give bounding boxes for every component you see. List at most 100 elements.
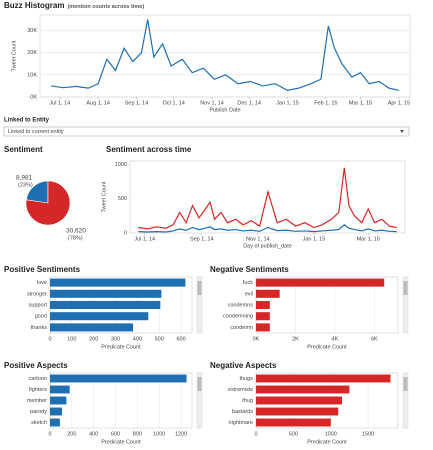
category-label: thanks: [31, 325, 47, 331]
category-label: extremists: [228, 387, 253, 393]
category-label: cartoon: [29, 376, 47, 382]
x-tick-label: Oct 1, 14: [162, 100, 184, 106]
bar: [50, 300, 161, 310]
scrollbar[interactable]: [196, 276, 203, 334]
dropdown-value: Linked to current entity: [8, 129, 64, 135]
x-tick-label: 0: [48, 431, 51, 437]
pie-slice: [25, 180, 49, 204]
x-axis-label: Predicate Count: [307, 439, 347, 445]
x-tick-label: Nov 1, 14: [246, 236, 270, 242]
x-tick-label: 1500: [362, 431, 374, 437]
x-tick-label: 0K: [253, 336, 260, 342]
chart-title: Sentiment across time: [106, 145, 192, 154]
control-label: Linked to Entity: [4, 118, 50, 124]
bar: [256, 418, 331, 427]
x-tick-label: Nov 1, 14: [200, 100, 224, 106]
y-tick-label: 20K: [27, 50, 37, 56]
x-tick-label: 600: [111, 431, 120, 437]
x-tick-label: 4K: [332, 336, 339, 342]
category-label: bastards: [232, 409, 253, 415]
x-axis-label: Day of publish_date: [243, 243, 292, 249]
x-tick-label: 300: [111, 336, 120, 342]
pie-value-label: 30,620: [66, 228, 86, 235]
x-tick-label: Jul 1, 14: [49, 100, 70, 106]
x-tick-label: Feb 1, 15: [314, 100, 337, 106]
x-axis-label: Predicate Count: [101, 439, 141, 445]
bar: [50, 396, 67, 405]
category-label: fuck: [243, 280, 253, 286]
x-tick-label: 200: [89, 336, 98, 342]
bar: [50, 407, 63, 416]
bar: [50, 289, 162, 298]
bar: [256, 289, 280, 298]
plot-area: [129, 160, 406, 234]
x-tick-label: 600: [176, 336, 185, 342]
category-label: love: [37, 280, 47, 286]
category-label: condemning: [223, 314, 253, 320]
scrollbar[interactable]: [402, 276, 409, 334]
scrollbar-thumb: [197, 281, 202, 295]
x-tick-label: Sep 1, 14: [190, 236, 214, 242]
bar: [256, 300, 270, 310]
scrollbar[interactable]: [402, 372, 409, 429]
category-label: nightmare: [229, 420, 253, 426]
category-label: thugs: [240, 376, 254, 382]
y-axis-label: Tweet Count: [11, 40, 17, 71]
x-tick-label: 800: [133, 431, 142, 437]
scrollbar-thumb: [403, 377, 408, 391]
dropdown-arrow: [400, 130, 404, 133]
category-label: evil: [245, 291, 253, 297]
x-tick-label: 500: [155, 336, 164, 342]
x-axis-label: Publish Date: [209, 107, 240, 113]
category-label: thug: [242, 398, 253, 404]
category-label: support: [29, 302, 48, 308]
bar: [256, 385, 350, 394]
bar: [256, 323, 270, 332]
scrollbar[interactable]: [196, 372, 203, 429]
y-axis-label: Tweet Count: [101, 181, 107, 212]
dropdown[interactable]: [3, 126, 410, 137]
pie-percent-label: (23%): [18, 182, 33, 188]
chart-title: Positive Aspects: [4, 361, 68, 370]
x-tick-label: Dec 1, 14: [237, 100, 261, 106]
x-tick-label: Jan 1, 15: [303, 236, 326, 242]
category-label: condemns: [228, 302, 254, 308]
x-axis-label: Predicate Count: [307, 344, 347, 350]
x-tick-label: Jan 1, 15: [276, 100, 299, 106]
bar: [50, 323, 134, 332]
series-line: [138, 167, 397, 230]
chart-title: Negative Aspects: [210, 361, 277, 370]
x-tick-label: Mar 1, 15: [357, 236, 380, 242]
y-tick-label: 1000: [115, 162, 127, 168]
y-tick-label: 10K: [27, 72, 37, 78]
x-tick-label: 0: [48, 336, 51, 342]
x-tick-label: 0: [254, 431, 257, 437]
x-tick-label: 200: [67, 431, 76, 437]
bar: [256, 407, 339, 416]
scrollbar-thumb: [403, 281, 408, 295]
x-tick-label: 100: [67, 336, 76, 342]
series-line: [138, 224, 397, 233]
x-tick-label: 6K: [371, 336, 378, 342]
x-axis-label: Predicate Count: [101, 344, 141, 350]
chart-title: Positive Sentiments: [4, 265, 81, 274]
bar: [50, 312, 149, 321]
category-label: parody: [30, 409, 47, 415]
category-label: good: [35, 314, 47, 320]
pie-slice: [25, 180, 71, 226]
bar: [50, 278, 186, 287]
category-label: fighters: [29, 387, 47, 393]
pie-percent-label: (78%): [68, 235, 83, 241]
x-tick-label: 1000: [153, 431, 165, 437]
bar: [256, 374, 391, 383]
bar: [256, 312, 270, 321]
x-tick-label: Jul 1, 14: [134, 236, 155, 242]
category-label: member: [27, 398, 47, 404]
x-tick-label: 1200: [175, 431, 187, 437]
category-label: condemn: [230, 325, 253, 331]
series-line: [51, 19, 399, 91]
x-tick-label: 1000: [325, 431, 337, 437]
bar: [50, 385, 70, 394]
scrollbar-thumb: [197, 377, 202, 391]
